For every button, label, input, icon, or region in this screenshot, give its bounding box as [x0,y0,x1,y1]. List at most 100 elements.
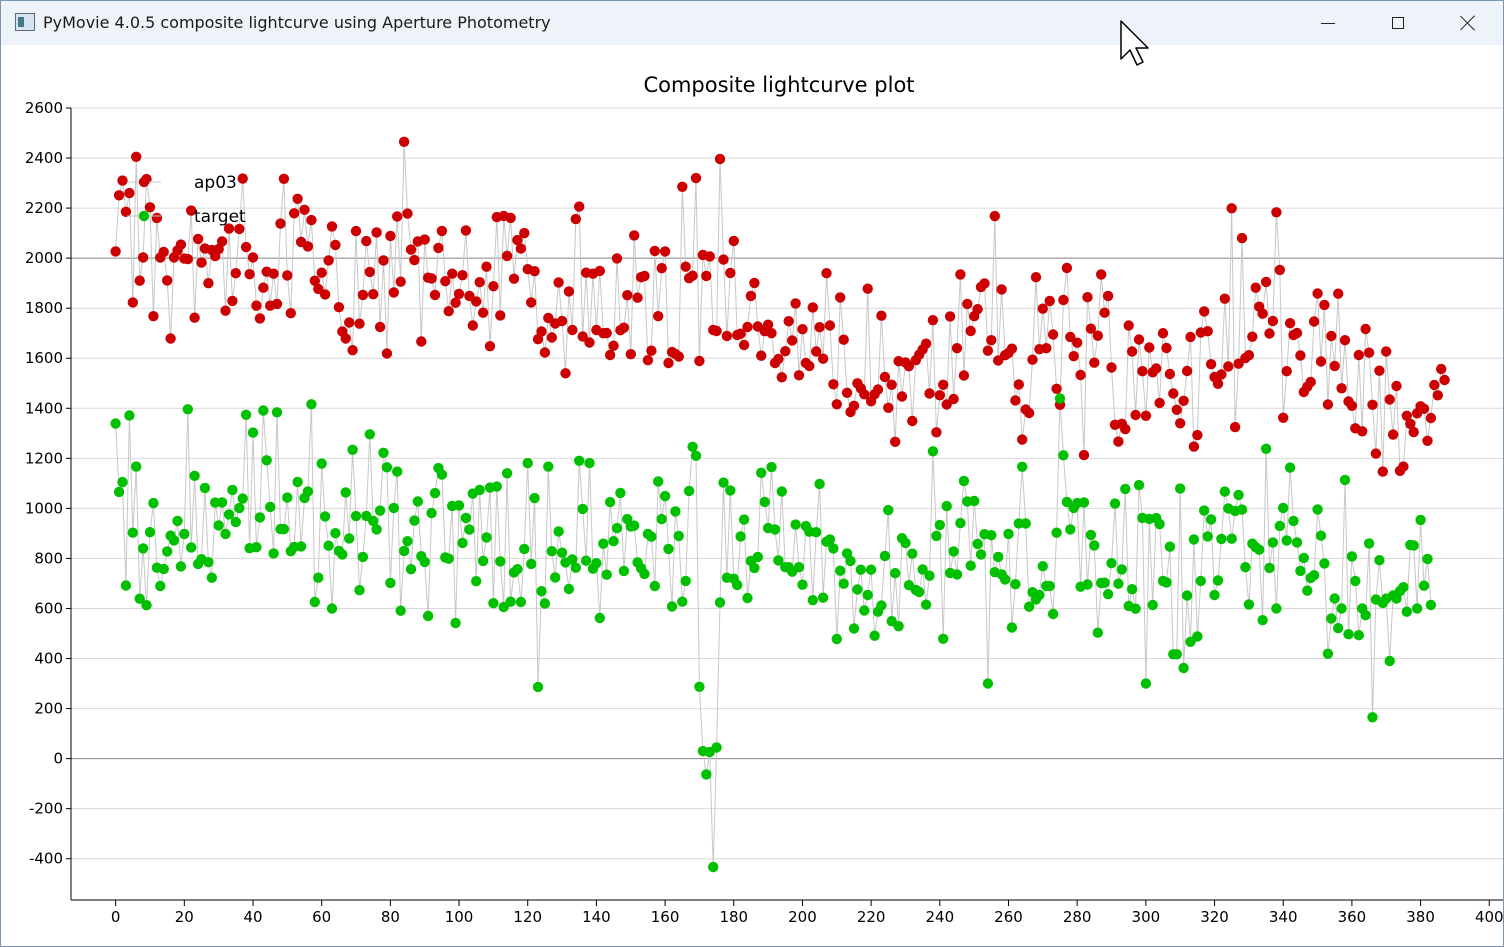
lightcurve-chart[interactable]: Composite lightcurve plot -400-200020040… [1,45,1503,946]
data-point-ap03 [972,304,983,315]
maximize-button[interactable] [1363,1,1433,45]
data-point-ap03 [625,349,636,360]
y-tick-label: -400 [29,850,63,868]
data-point-ap03 [776,372,787,383]
data-point-target [381,462,393,473]
data-point-ap03 [1295,350,1306,361]
data-point-target [1006,622,1018,633]
data-point-target [1264,562,1275,574]
data-point-target [879,550,891,562]
legend-marker-ap03 [138,176,150,188]
data-point-ap03 [203,278,214,289]
minimize-button[interactable] [1293,1,1363,45]
data-point-ap03 [1130,409,1141,421]
data-point-ap03 [1017,434,1028,445]
data-point-target [931,530,942,542]
data-point-ap03 [814,322,825,333]
data-point-ap03 [309,275,320,286]
data-point-target [1418,580,1430,591]
x-tick-label: 340 [1269,908,1298,926]
data-point-ap03 [1353,349,1365,361]
close-button[interactable] [1433,1,1503,45]
data-point-target [364,429,375,440]
data-point-ap03 [234,223,245,235]
data-point-ap03 [371,227,382,238]
data-point-target [282,492,293,503]
data-point-target [649,580,660,592]
data-point-target [182,404,193,415]
data-point-ap03 [594,265,605,277]
data-point-target [543,461,554,472]
data-point-target [1267,537,1279,548]
data-point-target [131,461,142,472]
data-point-ap03 [756,350,767,361]
data-point-ap03 [955,269,966,280]
data-point-ap03 [629,230,640,241]
data-point-ap03 [567,324,578,336]
data-point-target [368,515,379,527]
data-point-ap03 [694,355,705,367]
plot-area[interactable]: Composite lightcurve plot -400 -200 0 200 40… [1,45,1503,946]
data-point-target [302,486,314,497]
data-point-target [653,476,664,487]
x-tick-label: 40 [243,908,262,926]
data-point-ap03 [275,218,286,229]
data-point-target [924,570,935,581]
data-point-ap03 [1264,328,1275,339]
data-point-target [1254,544,1265,555]
app-icon[interactable] [15,13,35,31]
data-point-target [1278,502,1289,514]
data-point-ap03 [402,208,413,219]
data-point-ap03 [817,353,829,364]
y-tick-label: 2400 [25,149,63,167]
data-point-ap03 [896,391,908,402]
data-point-ap03 [1068,351,1079,362]
data-point-ap03 [773,353,784,365]
data-point-ap03 [742,321,753,333]
data-point-target [450,617,461,629]
legend[interactable]: ap03 target [127,173,246,227]
data-point-target [436,469,448,480]
data-point-target [890,568,901,579]
data-point-target [1044,580,1055,592]
data-point-ap03 [230,268,241,279]
data-point-ap03 [680,261,691,272]
data-point-ap03 [1391,380,1402,392]
data-point-ap03 [395,276,406,287]
data-point-target [392,466,403,477]
data-point-ap03 [1370,448,1382,459]
y-tick-label: -200 [29,800,63,818]
data-point-ap03 [1363,347,1375,358]
data-point-target [1109,498,1121,509]
data-point-target [914,586,925,598]
data-point-target [790,519,801,530]
data-point-ap03 [828,379,839,390]
data-point-ap03 [659,246,671,257]
data-point-target [144,527,156,538]
data-point-ap03 [1250,282,1261,293]
data-point-target [838,578,849,589]
data-point-ap03 [113,190,125,201]
data-point-target [965,560,976,571]
title-bar[interactable]: PyMovie 4.0.5 composite lightcurve using… [1,1,1503,45]
data-point-target [1034,589,1045,601]
data-point-ap03 [1367,399,1378,410]
data-point-ap03 [831,399,842,410]
data-point-target [148,497,159,509]
data-point-ap03 [804,360,815,372]
data-point-target [811,527,822,538]
data-point-target [186,542,197,553]
data-point-target [553,526,564,537]
data-point-target [1322,648,1334,659]
data-point-target [309,596,320,608]
data-point-ap03 [1219,293,1231,304]
data-point-target [268,548,279,559]
data-point-ap03 [1384,394,1395,405]
data-point-target [920,599,932,610]
x-tick-label: 120 [513,908,542,926]
data-point-ap03 [996,284,1007,295]
data-point-target [725,485,736,496]
data-point-target [265,501,276,513]
data-point-target [340,487,351,498]
data-point-ap03 [563,286,575,297]
